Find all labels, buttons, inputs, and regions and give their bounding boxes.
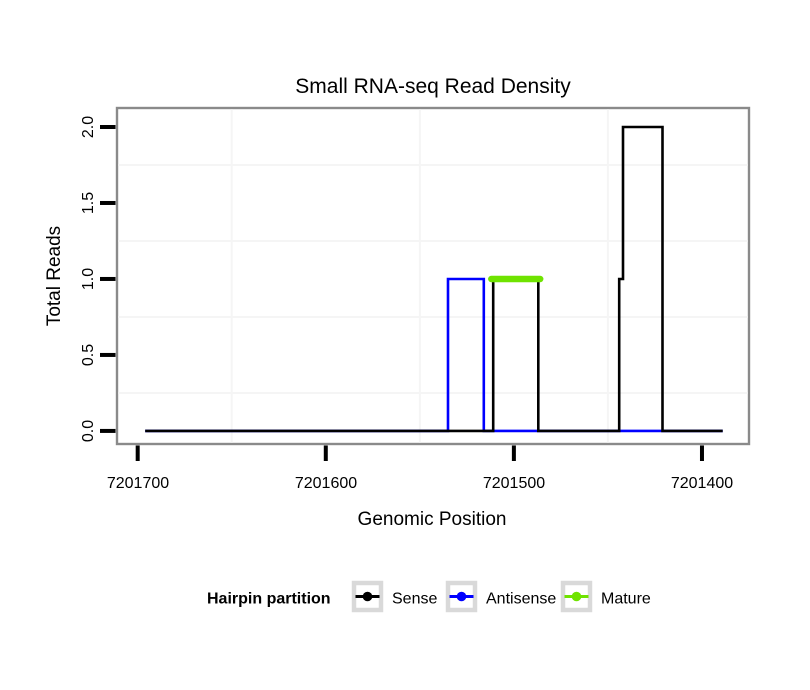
x-tick-label: 7201600 — [295, 475, 357, 492]
antisense-point-swatch-icon — [456, 591, 467, 602]
legend-key-mature: Mature — [560, 580, 651, 613]
x-axis-title: Genomic Position — [358, 509, 507, 530]
x-tick-label: 7201400 — [671, 475, 733, 492]
y-tick-label: 0.5 — [80, 344, 97, 366]
y-axis-title: Total Reads — [44, 226, 65, 326]
legend-title: Hairpin partition — [207, 591, 331, 608]
axis-tick-marks — [100, 124, 704, 461]
mature-point-swatch-icon — [571, 591, 582, 602]
chart-title: Small RNA-seq Read Density — [295, 75, 571, 98]
legend-key-sense: Sense — [351, 580, 437, 613]
legend: Hairpin partition Sense Antisense Ma — [207, 580, 651, 613]
x-tick-label: 7201500 — [483, 475, 545, 492]
y-tick-label: 1.5 — [80, 192, 97, 214]
y-tick-label: 0.0 — [80, 420, 97, 442]
legend-label-mature: Mature — [601, 591, 651, 608]
gridlines — [118, 109, 748, 443]
legend-label-antisense: Antisense — [486, 591, 556, 608]
sense-point-swatch-icon — [362, 591, 373, 602]
series-lines — [145, 125, 723, 433]
y-tick-label: 2.0 — [80, 116, 97, 138]
legend-label-sense: Sense — [392, 591, 437, 608]
legend-key-antisense: Antisense — [445, 580, 556, 613]
x-tick-label: 7201700 — [107, 475, 169, 492]
y-tick-label: 1.0 — [80, 268, 97, 290]
